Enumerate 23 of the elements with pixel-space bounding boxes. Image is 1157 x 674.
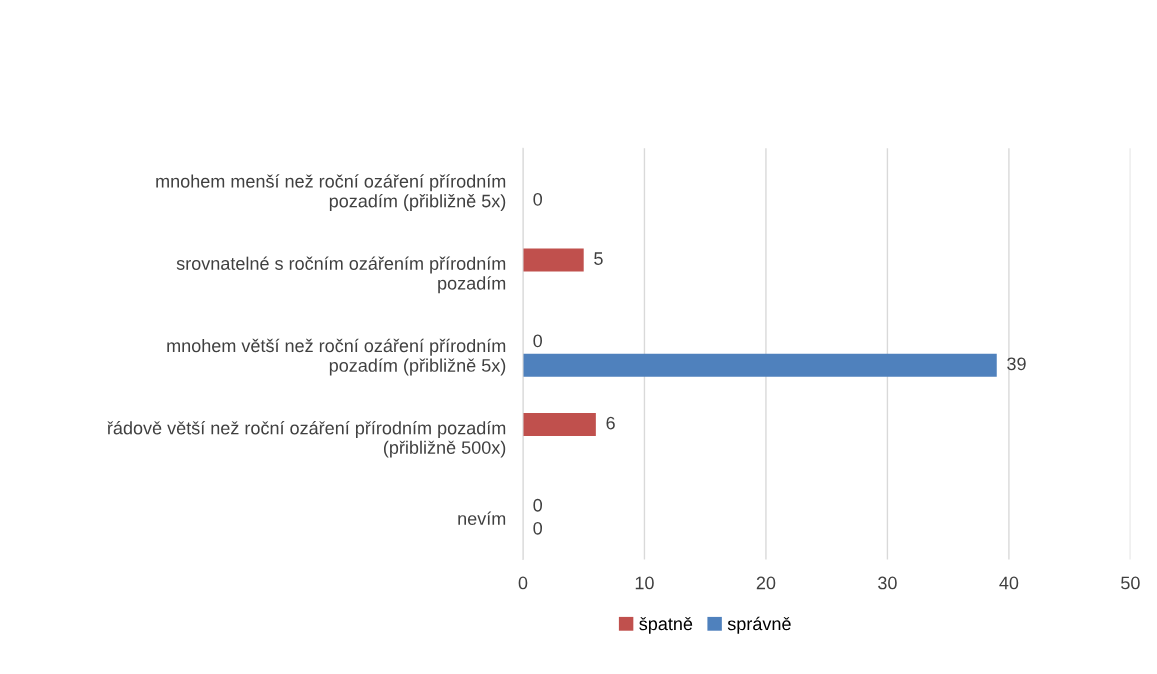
y-tick-label: mnohem menší než roční ozáření přírodním pozadím (přibližně 5x) xyxy=(156,174,506,211)
data-label: 0 xyxy=(533,521,543,535)
x-tick-label: 20 xyxy=(756,576,776,590)
x-tick-label: 40 xyxy=(999,576,1019,590)
x-tick-label: 30 xyxy=(878,576,897,590)
bar xyxy=(522,413,596,437)
bar xyxy=(522,248,584,272)
data-label: 5 xyxy=(594,252,603,265)
x-tick-label: 10 xyxy=(635,576,654,590)
y-tick-label: mnohem větší než roční ozáření přírodním pozadím (přibližně 5x) xyxy=(167,338,506,376)
y-tick-label: srovnatelné s ročním ozářením přírodním pozadím xyxy=(176,256,506,294)
data-label: 0 xyxy=(533,498,543,512)
data-label: 39 xyxy=(1007,357,1026,371)
legend-label: správně xyxy=(727,616,791,634)
y-tick-label: řádově větší než roční ozáření přírodním pozadím (přibližně 500x) xyxy=(107,420,506,458)
data-label: 0 xyxy=(533,192,543,206)
x-tick-label: 0 xyxy=(518,576,528,590)
data-label: 0 xyxy=(533,334,543,348)
bar xyxy=(522,353,997,377)
data-label: 6 xyxy=(606,416,615,430)
x-tick-label: 50 xyxy=(1121,576,1140,590)
legend-label: špatně xyxy=(639,616,693,634)
y-tick-label: nevím xyxy=(458,511,506,526)
